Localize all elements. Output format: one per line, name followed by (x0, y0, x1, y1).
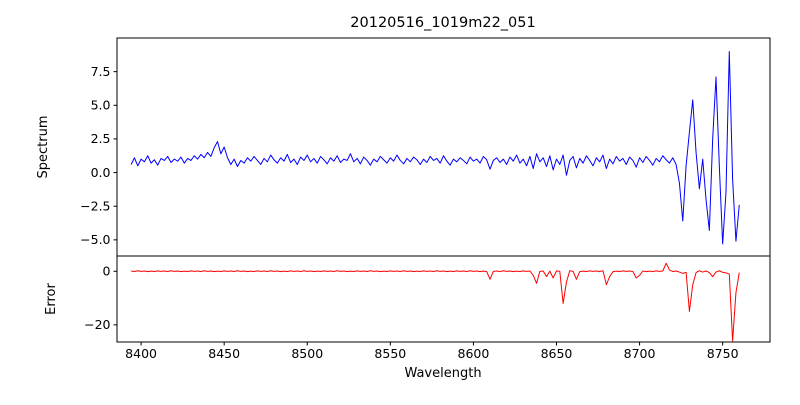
error-axes-spines (116, 255, 771, 343)
y-tick-label: 0 (103, 264, 111, 279)
x-tick-label: 8450 (208, 346, 240, 361)
x-tick-label: 8700 (624, 346, 656, 361)
spectrum-y-axis-label: Spectrum (36, 116, 51, 179)
y-tick-label: 5.0 (91, 98, 111, 113)
x-tick-label: 8500 (291, 346, 323, 361)
y-tick-label: 2.5 (91, 131, 111, 146)
y-tick-label: −2.5 (80, 199, 110, 214)
y-tick-label: 0.0 (91, 165, 111, 180)
y-tick-label: −20 (84, 317, 110, 332)
error-y-axis-label: Error (44, 283, 59, 315)
x-tick-label: 8550 (374, 346, 406, 361)
spectrum-axes-background (117, 38, 770, 256)
y-tick-label: −5.0 (80, 232, 110, 247)
error-line (131, 262, 740, 342)
x-tick-label: 8600 (458, 346, 490, 361)
spectrum-subplot: 7.5 5.0 2.5 0.0 −2.5 −5.0 (80, 37, 771, 257)
y-tick-label: 7.5 (91, 64, 111, 79)
error-axes-background (117, 256, 770, 342)
x-tick-label: 8400 (125, 346, 157, 361)
spectrum-line (130, 50, 740, 245)
x-tick-label: 8750 (707, 346, 739, 361)
chart-title: 20120516_1019m22_051 (350, 15, 535, 31)
error-subplot: 0 −20 8400 8450 8500 8550 8600 8650 8700 8750 (84, 255, 771, 361)
x-tick-label: 8650 (541, 346, 573, 361)
x-axis-label: Wavelength (404, 366, 481, 381)
